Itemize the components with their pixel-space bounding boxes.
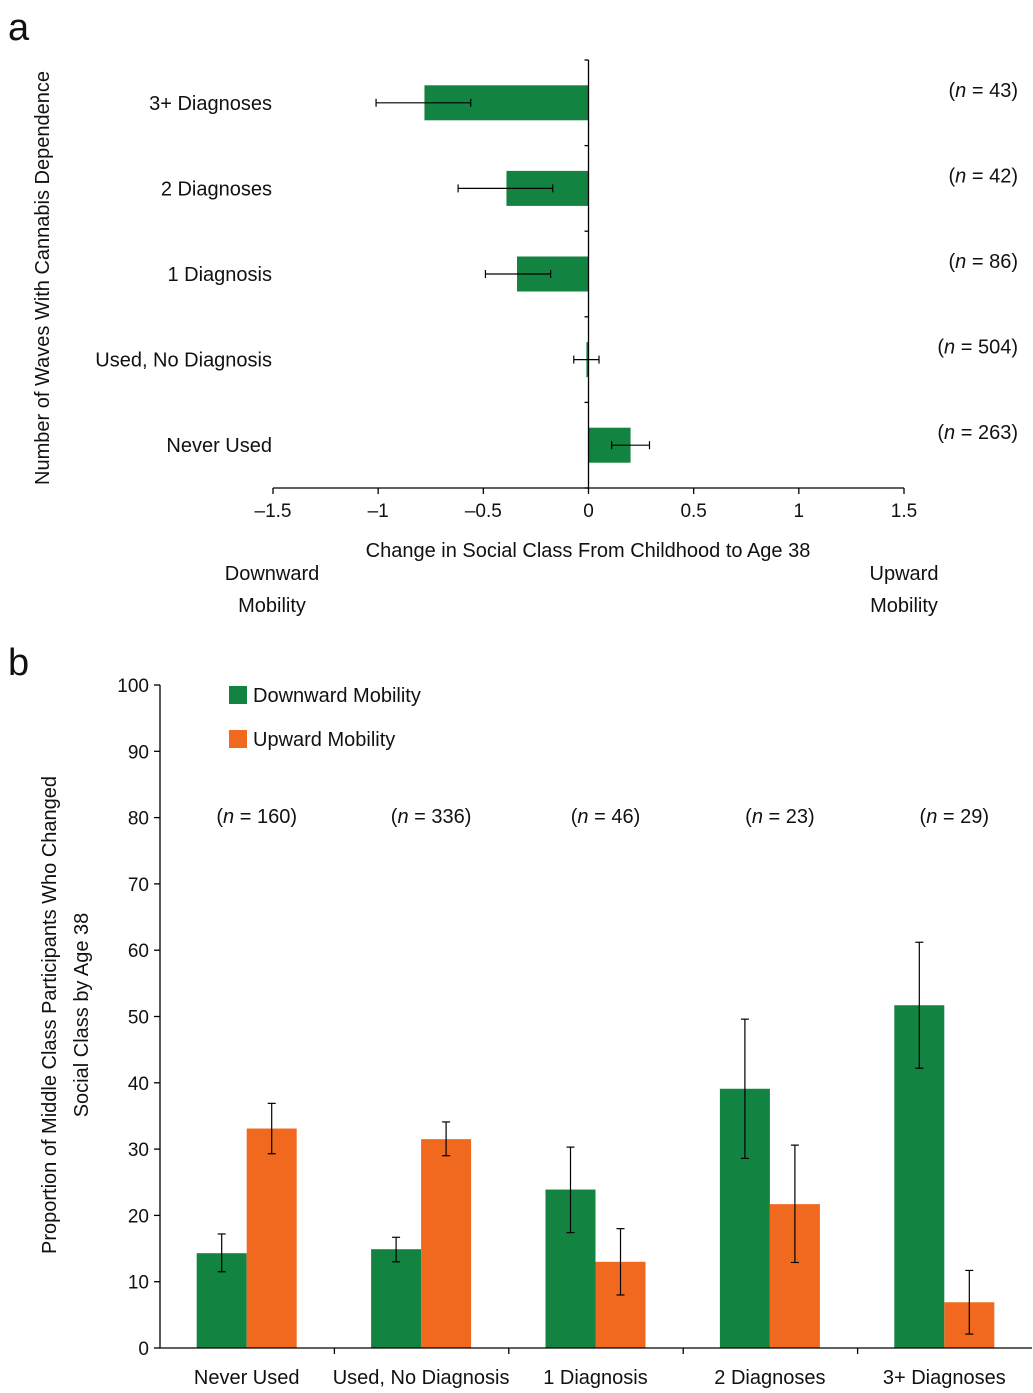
panel-a-x-tick-label: –1 — [368, 501, 389, 522]
panel-a-chart: –1.5 –1 –0.5 0 0.5 1 1.5 3+ Diagnoses 2 Diagnos… — [32, 59, 1018, 617]
panel-a-x-tick-label: 1.5 — [891, 501, 917, 522]
panel-b-y-tick-label: 90 — [128, 742, 149, 763]
panel-b-error-bars — [217, 941, 974, 1335]
panel-a-error-bars — [375, 98, 651, 450]
panel-a-y-axis-title: Number of Waves With Cannabis Dependence — [32, 71, 54, 485]
panel-b-category-label: Never Used — [194, 1367, 300, 1389]
panel-a-x-tick-label: 0 — [583, 501, 594, 522]
panel-a-n-label: (n = 42) — [949, 165, 1019, 187]
panel-b-n-label: (n = 29) — [920, 806, 990, 828]
upward-mobility-note-line2: Mobility — [870, 595, 938, 617]
panel-b-y-tick-label: 70 — [128, 875, 149, 896]
panel-a-category-label: Never Used — [166, 435, 272, 457]
downward-mobility-note-line1: Downward — [225, 563, 319, 585]
panel-a-x-tick-label: –0.5 — [465, 501, 502, 522]
downward-mobility-bar — [371, 1249, 422, 1348]
panel-b-n-label: (n = 336) — [391, 806, 472, 828]
legend-swatch-upward — [229, 730, 247, 748]
panel-a-x-axis-title: Change in Social Class From Childhood to… — [366, 540, 811, 562]
panel-b-y-tick-label: 100 — [117, 676, 149, 697]
panel-b-category-labels: Never Used Used, No Diagnosis 1 Diagnosis 2… — [194, 1367, 1006, 1389]
downward-mobility-note-line2: Mobility — [238, 595, 306, 617]
panel-a-category-labels: 3+ Diagnoses 2 Diagnoses 1 Diagnosis Used, … — [95, 93, 272, 457]
panel-b-category-label: Used, No Diagnosis — [333, 1367, 510, 1389]
panel-b-y-tick-label: 60 — [128, 941, 149, 962]
panel-b-chart: 0 10 20 30 40 50 60 70 80 90 100 Never Used Used, N… — [39, 676, 1032, 1389]
panel-a-x-tick-label: 0.5 — [680, 501, 706, 522]
panel-a-n-label: (n = 504) — [937, 337, 1018, 359]
panel-b-y-tick-label: 0 — [138, 1339, 149, 1360]
panel-a-category-label: 1 Diagnosis — [167, 264, 272, 286]
panel-b-y-tick-label: 30 — [128, 1140, 149, 1161]
panel-b-bars — [196, 1005, 995, 1348]
panel-b-y-axis-title-line2: Social Class by Age 38 — [71, 913, 93, 1118]
panel-a-n-label: (n = 43) — [949, 80, 1019, 102]
legend-swatch-downward — [229, 686, 247, 704]
panel-a-category-label: 3+ Diagnoses — [149, 93, 272, 115]
panel-a-x-tick-label: –1.5 — [255, 501, 292, 522]
panel-a-x-tick-label: 1 — [794, 501, 805, 522]
panel-a-category-label: Used, No Diagnosis — [95, 350, 272, 372]
panel-b-y-tick-label: 20 — [128, 1206, 149, 1227]
panel-b-y-tick-label: 40 — [128, 1074, 149, 1095]
panel-b-category-label: 2 Diagnoses — [714, 1367, 825, 1389]
panel-b-n-labels: (n = 160) (n = 336) (n = 46) (n = 23) (n = 2… — [216, 806, 989, 828]
panel-a-n-labels: (n = 43) (n = 42) (n = 86) (n = 504) (n = 26… — [937, 80, 1018, 444]
panel-b-y-tick-label: 10 — [128, 1273, 149, 1294]
legend-label-downward: Downward Mobility — [253, 685, 421, 707]
panel-a-n-label: (n = 263) — [937, 422, 1018, 444]
panel-a-ticks: –1.5 –1 –0.5 0 0.5 1 1.5 — [255, 59, 917, 522]
panel-b-y-tick-label: 50 — [128, 1008, 149, 1029]
panel-a-n-label: (n = 86) — [949, 251, 1019, 273]
panel-b-ticks: 0 10 20 30 40 50 60 70 80 90 100 — [117, 676, 859, 1360]
panel-b-category-label: 1 Diagnosis — [543, 1367, 648, 1389]
panel-b-n-label: (n = 46) — [571, 806, 641, 828]
panel-a-letter: a — [8, 7, 30, 49]
upward-mobility-bar — [246, 1128, 297, 1348]
panel-b-y-tick-label: 80 — [128, 809, 149, 830]
panel-b-category-label: 3+ Diagnoses — [883, 1367, 1006, 1389]
upward-mobility-note-line1: Upward — [870, 563, 939, 585]
panel-a-category-label: 2 Diagnoses — [161, 178, 272, 200]
panel-b-y-axis-title-line1: Proportion of Middle Class Participants … — [39, 776, 61, 1254]
upward-mobility-bar — [421, 1139, 472, 1348]
panel-b-legend: Downward Mobility Upward Mobility — [229, 685, 421, 751]
panel-b-n-label: (n = 23) — [745, 806, 815, 828]
panel-b-letter: b — [8, 642, 29, 684]
legend-label-upward: Upward Mobility — [253, 729, 395, 751]
panel-b-n-label: (n = 160) — [216, 806, 297, 828]
